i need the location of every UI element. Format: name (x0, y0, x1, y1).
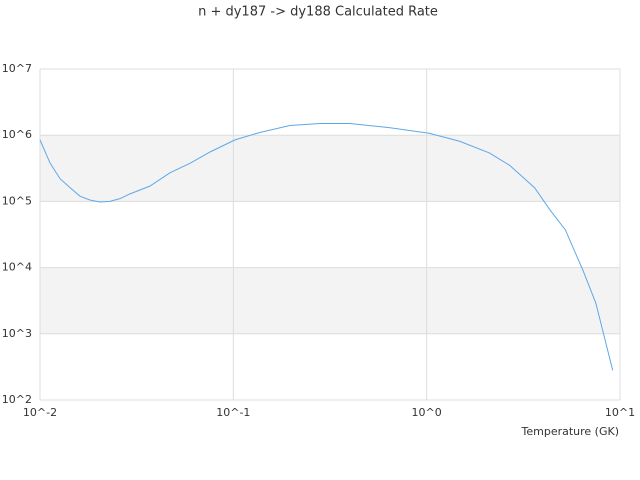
y-tick-label: 10^6 (2, 128, 32, 141)
data-line (39, 123, 614, 371)
x-tick-label: 10^-2 (23, 406, 57, 419)
grid-band (40, 267, 620, 334)
x-tick-label: 10^0 (412, 406, 442, 419)
y-tick-label: 10^5 (2, 194, 32, 207)
chart-title: n + dy187 -> dy188 Calculated Rate (198, 5, 438, 20)
grid-band (40, 135, 620, 202)
x-axis-label: Temperature (GK) (521, 425, 620, 438)
y-tick-label: 10^7 (2, 62, 32, 75)
x-tick-label: 10^-1 (216, 406, 250, 419)
y-tick-label: 10^4 (2, 261, 32, 274)
y-tick-label: 10^2 (2, 393, 32, 406)
y-tick-label: 10^3 (2, 327, 32, 340)
x-tick-label: 10^1 (605, 406, 635, 419)
